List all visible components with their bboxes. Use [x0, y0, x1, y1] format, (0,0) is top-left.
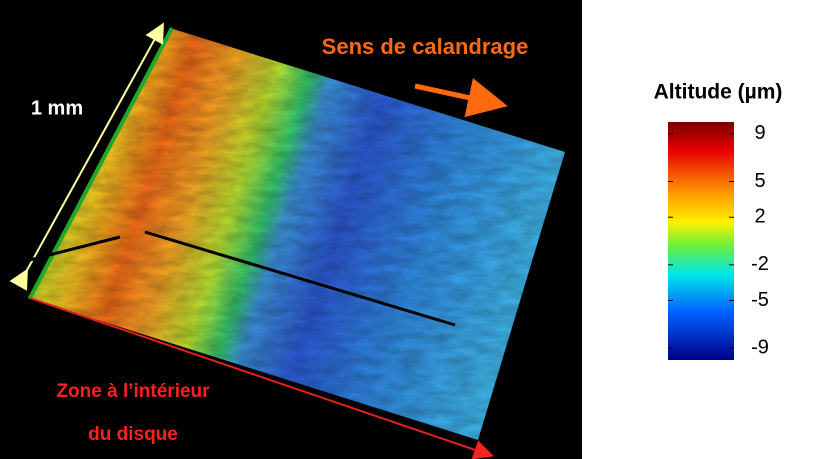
direction-arrow: [414, 78, 508, 118]
colorbar-tick-label: 2: [754, 205, 765, 227]
profile-line: [9, 235, 121, 267]
edge-arrow: [29, 297, 494, 459]
colorbar-tick-label: -5: [751, 289, 769, 311]
colorbar-tick-label: 9: [754, 122, 765, 144]
zone-label: Zone à l’intérieur: [56, 381, 210, 402]
colorbar-title: Altitude (µm): [654, 81, 783, 104]
colorbar-tick-label: -2: [751, 253, 769, 275]
colorbar-tick-label: 5: [754, 170, 765, 192]
colorbar: [668, 122, 734, 360]
direction-label: Sens de calandrage: [322, 34, 529, 59]
profile-line: [144, 230, 456, 327]
scale-arrow: [9, 22, 164, 291]
colorbar-tick-label: -9: [751, 336, 769, 358]
zone-label: du disque: [88, 424, 178, 445]
scale-label: 1 mm: [31, 97, 83, 119]
